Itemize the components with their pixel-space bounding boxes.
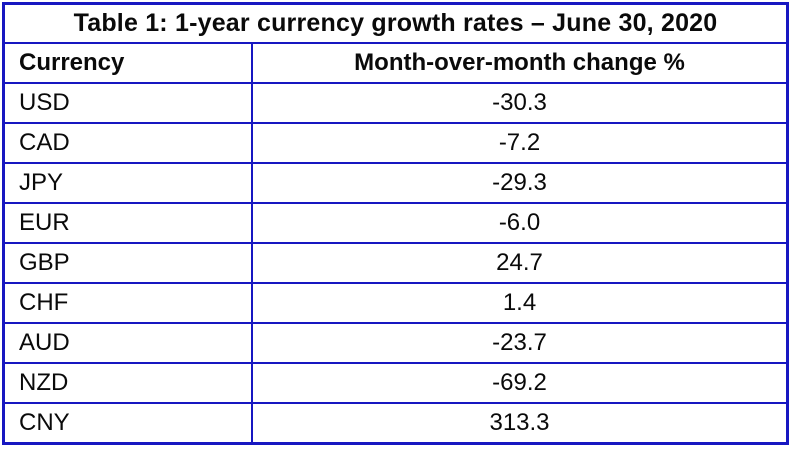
table-row: USD -30.3 — [5, 82, 786, 122]
column-header-currency: Currency — [5, 44, 253, 82]
currency-cell: CNY — [5, 404, 253, 442]
table-title: Table 1: 1-year currency growth rates – … — [73, 9, 718, 37]
change-cell: -69.2 — [492, 369, 547, 396]
change-cell: -6.0 — [498, 209, 541, 236]
table-row: CNY 313.3 — [5, 402, 786, 442]
table-title-row: Table 1: 1-year currency growth rates – … — [5, 5, 786, 42]
change-cell: -23.7 — [492, 329, 547, 356]
currency-cell: CHF — [5, 284, 253, 322]
table-row: CHF 1.4 — [5, 282, 786, 322]
table-row: GBP 24.7 — [5, 242, 786, 282]
change-cell: -30.3 — [492, 89, 547, 116]
table-row: EUR -6.0 — [5, 202, 786, 242]
currency-cell: GBP — [5, 244, 253, 282]
change-cell: -7.2 — [498, 129, 541, 156]
change-cell: 24.7 — [496, 249, 543, 276]
currency-cell: NZD — [5, 364, 253, 402]
table-header-row: Currency Month-over-month change % — [5, 42, 786, 82]
table-row: CAD -7.2 — [5, 122, 786, 162]
column-header-change: Month-over-month change % — [354, 49, 685, 76]
change-cell: 1.4 — [502, 289, 537, 316]
change-cell: 313.3 — [489, 409, 550, 436]
table-row: AUD -23.7 — [5, 322, 786, 362]
currency-cell: CAD — [5, 124, 253, 162]
currency-cell: EUR — [5, 204, 253, 242]
currency-cell: USD — [5, 84, 253, 122]
change-cell: -29.3 — [492, 169, 547, 196]
currency-cell: JPY — [5, 164, 253, 202]
table-row: NZD -69.2 — [5, 362, 786, 402]
table-row: JPY -29.3 — [5, 162, 786, 202]
currency-cell: AUD — [5, 324, 253, 362]
